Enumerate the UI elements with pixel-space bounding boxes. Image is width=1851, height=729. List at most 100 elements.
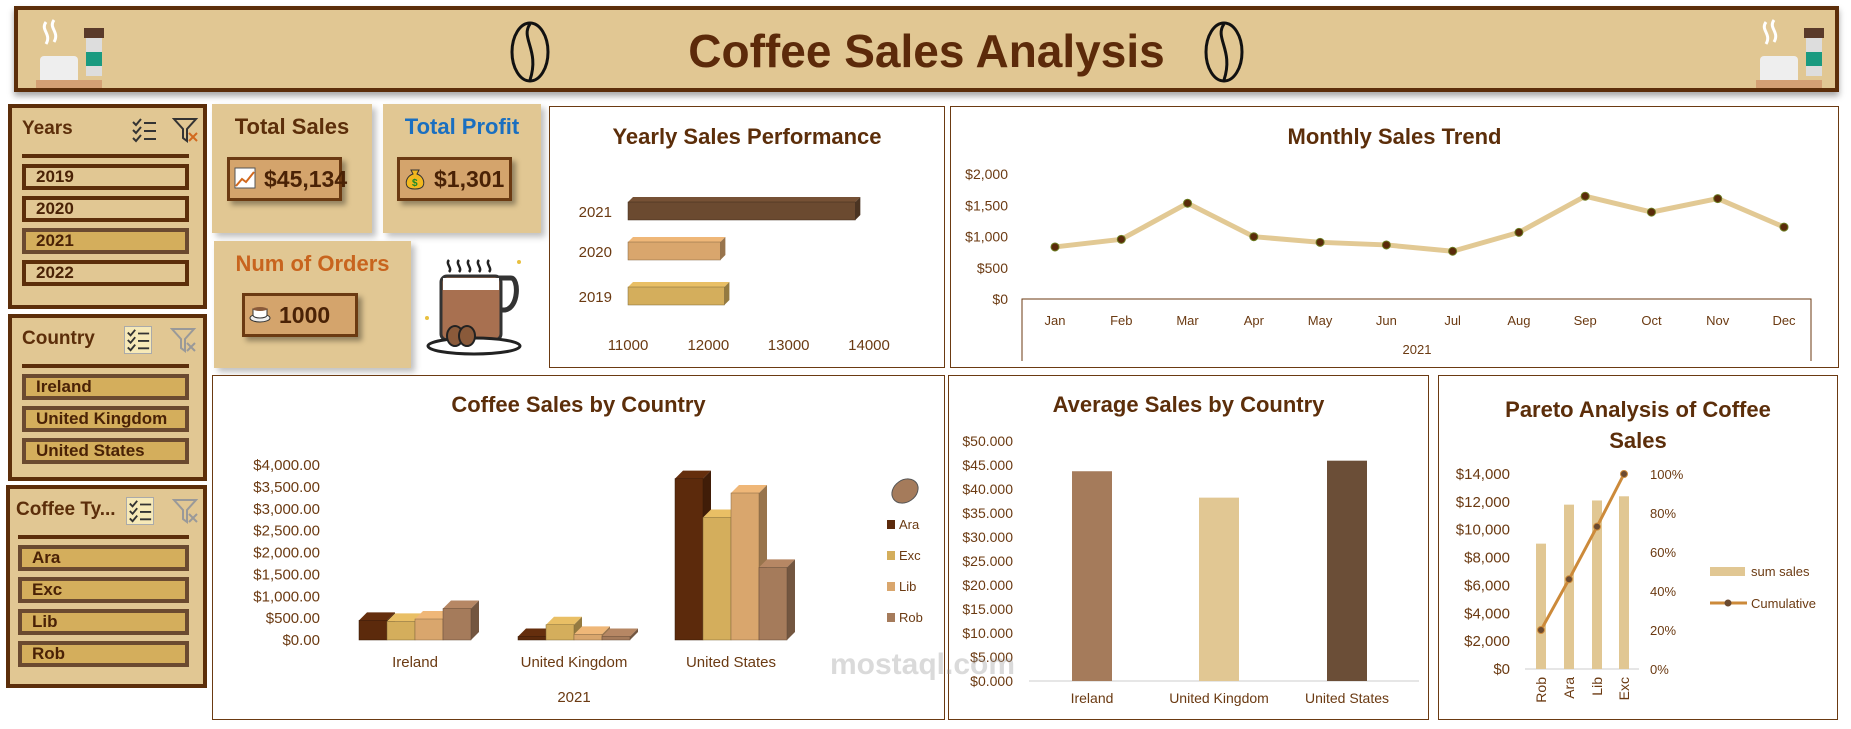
slicer-item-united-states[interactable]: United States — [22, 438, 189, 464]
multi-select-icon[interactable] — [130, 116, 158, 144]
x-tick-label: Dec — [1772, 313, 1796, 328]
y2-tick-label: 40% — [1650, 584, 1676, 599]
coffee-mug-illustration — [425, 259, 522, 356]
x-tick-label: Exc — [1616, 677, 1632, 700]
coffee-bean-icon — [1204, 21, 1244, 83]
y-tick-label: $40.000 — [962, 481, 1013, 497]
cumulative-point-Ara — [1565, 575, 1573, 584]
bar-2019-top — [628, 282, 730, 287]
slicer-item-ireland[interactable]: Ireland — [22, 374, 189, 400]
kpi-label: Total Profit — [404, 114, 520, 139]
x-tick-label: Apr — [1244, 313, 1265, 328]
bar-Ireland-Rob — [442, 608, 472, 641]
kpi-value: 1000 — [242, 293, 358, 337]
bar-2019-side — [724, 282, 730, 305]
x-tick-label: Ara — [1561, 677, 1577, 699]
x-axis-label: 2021 — [1403, 342, 1432, 357]
bar-2019 — [627, 286, 725, 306]
slicer-item-rob[interactable]: Rob — [18, 641, 189, 667]
slicer-title: Country — [22, 328, 95, 349]
x-tick-label: Ireland — [1071, 690, 1114, 706]
chart-title: Monthly Sales Trend — [1287, 124, 1502, 149]
y-tick-label: $20.000 — [962, 577, 1013, 593]
y-tick-label: $0.000 — [970, 673, 1013, 689]
legend-marker-cumulative — [1724, 599, 1732, 607]
y-tick-label: $0.00 — [282, 632, 320, 649]
yearly-sales-chart: 2019 2020 2021 11000 12000 13000 14000 Yearly … — [549, 106, 945, 368]
y-tick-label: $1,500 — [965, 197, 1008, 213]
y-tick-label: 2021 — [579, 204, 612, 221]
slicer-item-exc[interactable]: Exc — [18, 577, 189, 603]
legend-label: Cumulative — [1751, 596, 1816, 611]
slicer-item-united-kingdom[interactable]: United Kingdom — [22, 406, 189, 432]
bar-United Kingdom — [1199, 497, 1239, 681]
y-tick-label: $4,000.00 — [253, 457, 320, 474]
y-tick-label: $6,000 — [1464, 577, 1510, 594]
x-tick-label: 14000 — [848, 337, 890, 354]
slicer-item-2019[interactable]: 2019 — [22, 164, 189, 190]
data-point-Sep — [1580, 191, 1590, 201]
legend-swatch-Lib — [887, 582, 895, 591]
bar-United States-Ara — [674, 478, 704, 641]
y-tick-label: $25.000 — [962, 553, 1013, 569]
bar-United Kingdom-Exc — [545, 624, 575, 641]
cumulative-point-Lib — [1593, 522, 1601, 531]
x-tick-label: Jan — [1045, 313, 1066, 328]
y-tick-label: $3,000.00 — [253, 501, 320, 518]
multi-select-icon[interactable] — [126, 497, 154, 525]
y-tick-label: $4,000 — [1464, 605, 1510, 622]
bar-2020 — [627, 241, 721, 261]
slicer-item-2020[interactable]: 2020 — [22, 196, 189, 222]
slicer-item-ara[interactable]: Ara — [18, 545, 189, 571]
x-axis-box — [1021, 298, 1812, 361]
legend-label: Exc — [899, 548, 921, 563]
data-point-Apr — [1249, 232, 1259, 242]
legend-label: sum sales — [1751, 564, 1810, 579]
y2-tick-label: 100% — [1650, 467, 1684, 482]
y-tick-label: $45.000 — [962, 457, 1013, 473]
total-sales-card: Total Sales $45,134 — [212, 104, 372, 233]
chart-title: Average Sales by Country — [1052, 392, 1325, 417]
multi-select-icon[interactable] — [124, 326, 152, 354]
bar-Ireland-Ara-top — [359, 612, 395, 621]
slicer-item-2022[interactable]: 2022 — [22, 260, 189, 286]
clear-filter-icon[interactable] — [172, 116, 200, 144]
bar-Ireland-Ara — [358, 620, 388, 641]
y-tick-label: $500 — [977, 260, 1008, 276]
clear-filter-icon[interactable] — [170, 326, 198, 354]
divider — [22, 154, 189, 158]
slicer-item-lib[interactable]: Lib — [18, 609, 189, 635]
num-orders-value: 1000 — [279, 302, 331, 328]
bar-United States-Lib — [730, 492, 760, 641]
bar-2020-side — [720, 237, 726, 260]
bar-United States-Ara-top — [675, 470, 711, 479]
y-tick-label: 2020 — [579, 244, 612, 261]
data-point-Nov — [1713, 194, 1723, 204]
y-tick-label: $2,000.00 — [253, 545, 320, 562]
slicer-item-2021[interactable]: 2021 — [22, 228, 189, 254]
x-tick-label: Mar — [1176, 313, 1199, 328]
x-tick-label: United Kingdom — [1169, 690, 1269, 706]
x-tick-label: 13000 — [768, 337, 810, 354]
x-tick-label: 12000 — [687, 337, 729, 354]
legend-swatch-Ara — [887, 520, 895, 529]
x-tick-label: Oct — [1641, 313, 1662, 328]
clear-filter-icon[interactable] — [172, 497, 200, 525]
kpi-value: $ $1,301 — [397, 157, 512, 201]
x-tick-label: Aug — [1507, 313, 1530, 328]
bar-Ireland — [1072, 471, 1112, 681]
average-sales-chart: $0.000 $5.000 $10.000 $15.000 $20.000 $25.000… — [948, 375, 1429, 720]
x-tick-label: Jun — [1376, 313, 1397, 328]
bar-United Kingdom-Rob — [601, 636, 631, 641]
y-tick-label: $12,000 — [1456, 494, 1510, 511]
bar-United Kingdom-Lib-top — [574, 626, 610, 635]
legend-label: Ara — [899, 517, 920, 532]
bar-United Kingdom-Rob-top — [602, 628, 638, 637]
y-tick-label: $50.000 — [962, 433, 1013, 449]
cumulative-line — [1539, 473, 1626, 631]
dashboard-header: Coffee Sales Analysis — [14, 6, 1839, 92]
coffee-bean-icon — [510, 21, 550, 83]
bar-United States-Rob-side — [787, 559, 795, 640]
bar-2021-side — [855, 197, 861, 220]
slicer-title: Years — [22, 118, 73, 139]
